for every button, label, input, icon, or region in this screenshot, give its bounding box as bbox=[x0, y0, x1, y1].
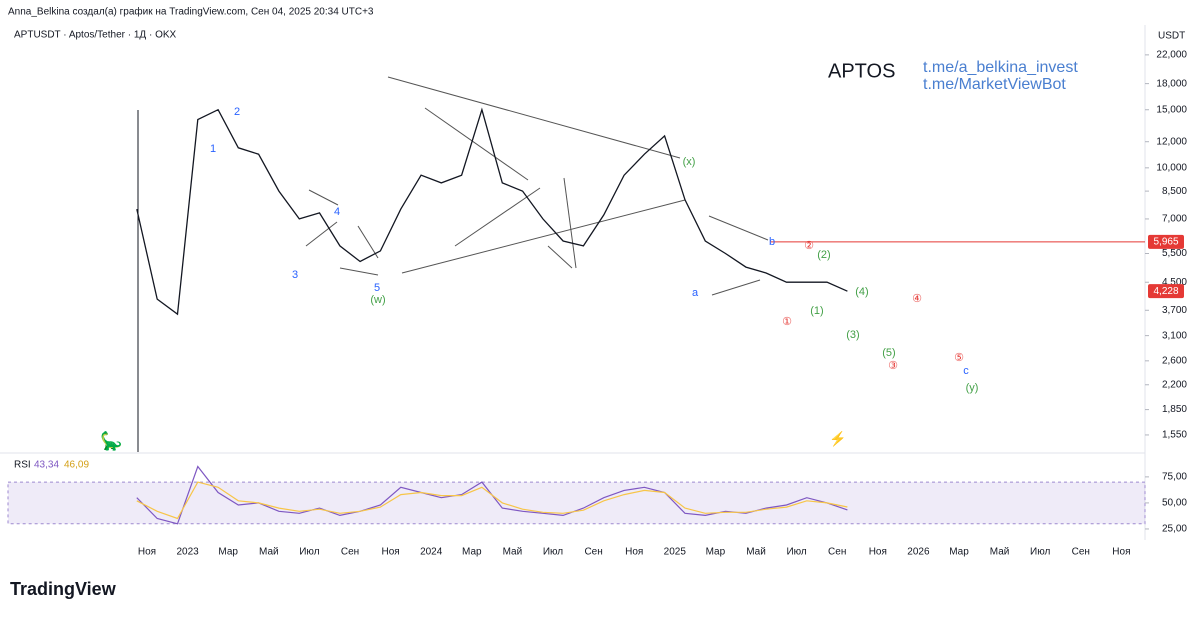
y-tick-label: 7,000 bbox=[1162, 214, 1187, 225]
logo-icon: 🦕 bbox=[100, 430, 122, 451]
rsi-band bbox=[7, 481, 1146, 525]
wave-label: (w) bbox=[370, 294, 385, 306]
x-tick-label: 2026 bbox=[907, 547, 930, 558]
wave-label: (x) bbox=[683, 156, 696, 168]
x-tick-label: Май bbox=[990, 547, 1010, 558]
rsi-value: 43,34 bbox=[34, 460, 59, 471]
wave-label: 5 bbox=[374, 282, 380, 294]
y-tick-label: 4,500 bbox=[1162, 277, 1187, 288]
y-tick-label: 50,00 bbox=[1162, 498, 1187, 509]
x-tick-label: Сен bbox=[341, 547, 359, 558]
wave-label: (5) bbox=[882, 347, 895, 359]
x-tick-label: Ноя bbox=[1112, 547, 1130, 558]
y-tick-label: 1,550 bbox=[1162, 430, 1187, 441]
wave-label: ④ bbox=[912, 293, 922, 305]
x-tick-label: Май bbox=[746, 547, 766, 558]
wave-label: b bbox=[769, 236, 775, 248]
x-tick-label: Июл bbox=[1030, 547, 1050, 558]
x-tick-label: Мар bbox=[218, 547, 238, 558]
wave-label: ② bbox=[804, 240, 814, 252]
wave-label: (2) bbox=[817, 249, 830, 261]
x-tick-label: Ноя bbox=[138, 547, 156, 558]
trend-lines bbox=[305, 76, 769, 296]
price-badge bbox=[1148, 284, 1184, 299]
x-tick-label: Ноя bbox=[625, 547, 643, 558]
wave-label: 2 bbox=[234, 106, 240, 118]
wave-label: 3 bbox=[292, 269, 298, 281]
rsi-ma-value: 46,09 bbox=[64, 460, 89, 471]
y-tick-label: 3,700 bbox=[1162, 305, 1187, 316]
wave-label: ⑤ bbox=[954, 352, 964, 364]
y-tick-label: 18,000 bbox=[1156, 78, 1187, 89]
wave-label: c bbox=[963, 365, 969, 377]
x-tick-label: Ноя bbox=[869, 547, 887, 558]
link[interactable]: t.me/a_belkina_invest bbox=[923, 59, 1078, 76]
link[interactable]: t.me/MarketViewBot bbox=[923, 76, 1066, 93]
x-tick-label: Сен bbox=[584, 547, 602, 558]
y-tick-label: 2,600 bbox=[1162, 355, 1187, 366]
y-tick-label: 1,850 bbox=[1162, 404, 1187, 415]
y-tick-label: 75,00 bbox=[1162, 472, 1187, 483]
x-tick-label: Май bbox=[259, 547, 279, 558]
x-tick-label: Ноя bbox=[381, 547, 399, 558]
y-tick-label: 2,200 bbox=[1162, 379, 1187, 390]
rsi-title: RSI bbox=[14, 460, 31, 471]
x-tick-label: Мар bbox=[706, 547, 726, 558]
x-tick-label: Мар bbox=[949, 547, 969, 558]
flash-icon: ⚡ bbox=[829, 431, 846, 448]
wave-label: (1) bbox=[810, 305, 823, 317]
y-tick-label: 15,000 bbox=[1156, 104, 1187, 115]
y-tick-label: 10,000 bbox=[1156, 162, 1187, 173]
wave-label: (4) bbox=[855, 286, 868, 298]
x-tick-label: Июл bbox=[299, 547, 319, 558]
x-tick-label: Июл bbox=[786, 547, 806, 558]
watermark: APTOS bbox=[828, 60, 895, 82]
x-tick-label: 2023 bbox=[176, 547, 199, 558]
brand: TradingView bbox=[10, 579, 117, 599]
price-line bbox=[136, 107, 848, 316]
level-badge bbox=[1148, 234, 1184, 249]
y-tick-label: 3,100 bbox=[1162, 330, 1187, 341]
level-label: 5,965 bbox=[1153, 237, 1178, 248]
y-tick-label: 25,00 bbox=[1162, 524, 1187, 535]
y-tick-label: 8,500 bbox=[1162, 186, 1187, 197]
wave-label: (y) bbox=[966, 382, 979, 394]
price-label: 4,228 bbox=[1153, 286, 1178, 297]
wave-label: 4 bbox=[334, 206, 340, 218]
x-tick-label: Сен bbox=[828, 547, 846, 558]
y-tick-label: 22,000 bbox=[1156, 50, 1187, 61]
x-tick-label: Май bbox=[503, 547, 523, 558]
symbol: APTUSDT · Aptos/Tether · 1Д · OKX bbox=[14, 30, 177, 41]
currency: USDT bbox=[1158, 31, 1185, 42]
x-tick-label: Мар bbox=[462, 547, 482, 558]
wave-label: ① bbox=[782, 316, 792, 328]
rsi-line bbox=[136, 481, 848, 520]
credit: Anna_Belkina создал(а) график на Trading… bbox=[8, 6, 374, 18]
wave-label: a bbox=[692, 287, 699, 299]
wave-label: 1 bbox=[210, 143, 216, 155]
x-tick-label: 2025 bbox=[664, 547, 687, 558]
wave-label: ③ bbox=[888, 360, 898, 372]
x-tick-label: Сен bbox=[1072, 547, 1090, 558]
x-tick-label: 2024 bbox=[420, 547, 443, 558]
y-tick-label: 12,000 bbox=[1156, 136, 1187, 147]
x-tick-label: Июл bbox=[543, 547, 563, 558]
y-tick-label: 5,500 bbox=[1162, 248, 1187, 259]
wave-label: (3) bbox=[846, 329, 859, 341]
